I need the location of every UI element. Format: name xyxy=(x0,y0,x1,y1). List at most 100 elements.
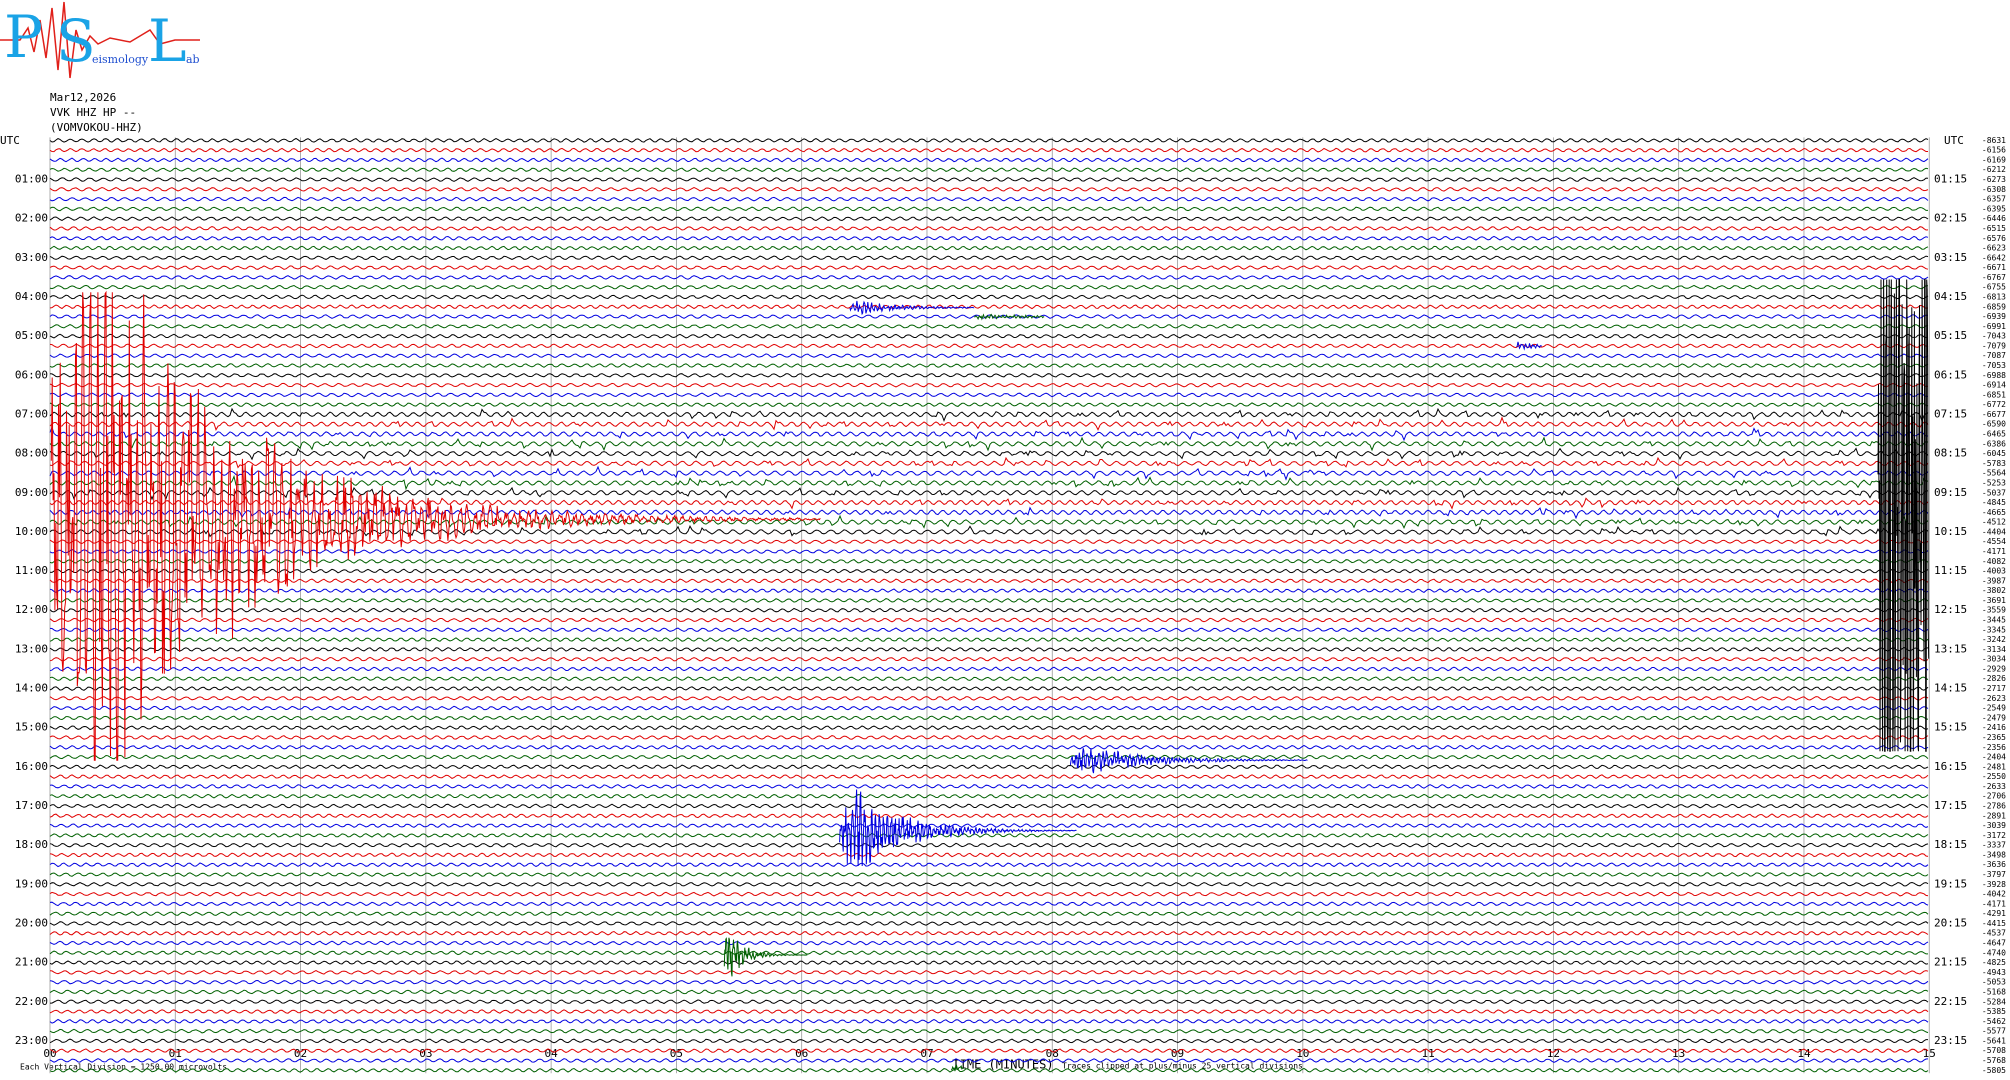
offset-label: -6772 xyxy=(1982,400,2006,409)
quarter-label: 21:15 xyxy=(1934,956,1967,969)
offset-label: -2356 xyxy=(1982,743,2006,752)
offset-label: -3636 xyxy=(1982,860,2006,869)
offset-label: -4943 xyxy=(1982,968,2006,977)
trace xyxy=(49,265,1929,270)
trace xyxy=(49,465,1929,481)
quarter-label: 17:15 xyxy=(1934,799,1967,812)
offset-label: -4404 xyxy=(1982,527,2006,536)
hour-label: 23:00 xyxy=(15,1034,48,1047)
offset-label: -3928 xyxy=(1982,880,2006,889)
hour-label: 17:00 xyxy=(15,799,48,812)
offset-label: -2550 xyxy=(1982,772,2006,781)
offset-label: -5577 xyxy=(1982,1027,2006,1036)
trace xyxy=(49,744,1929,750)
offset-label: -3242 xyxy=(1982,635,2006,644)
quarter-label: 20:15 xyxy=(1934,916,1967,929)
quarter-label: 18:15 xyxy=(1934,838,1967,851)
offset-label: -6914 xyxy=(1982,381,2006,390)
hour-label: 08:00 xyxy=(15,447,48,460)
offset-label: -4415 xyxy=(1982,919,2006,928)
quarter-label: 19:15 xyxy=(1934,877,1967,890)
trace xyxy=(50,999,1929,1005)
trace xyxy=(49,970,1929,975)
hour-label: 07:00 xyxy=(15,407,48,420)
offset-label: -6590 xyxy=(1982,420,2006,429)
trace xyxy=(49,705,1929,711)
hour-label: 16:00 xyxy=(15,760,48,773)
trace xyxy=(49,862,1929,868)
hour-label: 12:00 xyxy=(15,603,48,616)
trace xyxy=(49,245,1929,251)
x-tick-label: 04 xyxy=(545,1047,559,1060)
offset-label: -5284 xyxy=(1982,997,2006,1006)
offset-label: -5168 xyxy=(1982,987,2006,996)
hour-label: 15:00 xyxy=(15,721,48,734)
trace xyxy=(49,940,1929,946)
trace xyxy=(49,275,1929,280)
left-utc: UTC xyxy=(0,134,20,147)
traces xyxy=(49,137,1930,1073)
offset-label: -6386 xyxy=(1982,439,2006,448)
offset-label: -2929 xyxy=(1982,664,2006,673)
offset-label: -4647 xyxy=(1982,939,2006,948)
hour-label: 18:00 xyxy=(15,838,48,851)
trace xyxy=(49,402,1929,408)
x-tick-label: 05 xyxy=(670,1047,683,1060)
hour-label: 19:00 xyxy=(15,877,48,890)
x-tick-label: 01 xyxy=(169,1047,182,1060)
trace xyxy=(49,353,1929,359)
offset-label: -4082 xyxy=(1982,557,2006,566)
trace xyxy=(49,436,1929,452)
x-tick-label: 03 xyxy=(419,1047,432,1060)
trace xyxy=(49,842,1929,848)
event-trace xyxy=(1877,279,1930,752)
x-tick-label: 13 xyxy=(1672,1047,1685,1060)
hour-label: 02:00 xyxy=(15,212,48,225)
offset-label: -6273 xyxy=(1982,175,2006,184)
offset-label: -6465 xyxy=(1982,430,2006,439)
right-utc: UTC xyxy=(1944,134,1964,147)
trace xyxy=(49,426,1929,442)
offset-label: -2365 xyxy=(1982,733,2006,742)
trace xyxy=(49,372,1929,378)
trace xyxy=(49,607,1929,613)
offset-label: -4537 xyxy=(1982,929,2006,938)
trace xyxy=(49,447,1929,461)
offset-label: -6939 xyxy=(1982,312,2006,321)
offset-label: -2717 xyxy=(1982,684,2006,693)
quarter-label: 06:15 xyxy=(1934,368,1967,381)
offset-label: -4171 xyxy=(1982,899,2006,908)
offset-label: -4554 xyxy=(1982,537,2006,546)
trace xyxy=(49,177,1929,182)
logo-letter: P xyxy=(4,3,43,71)
trace xyxy=(49,1018,1929,1024)
offset-label: -8631 xyxy=(1982,136,2006,145)
station: VVK HHZ HP -- xyxy=(50,106,136,119)
offset-label: -5253 xyxy=(1982,478,2006,487)
trace xyxy=(49,196,1929,202)
trace xyxy=(49,715,1929,721)
offset-label: -6671 xyxy=(1982,263,2006,272)
hour-label: 03:00 xyxy=(15,251,48,264)
x-tick-label: 00 xyxy=(43,1047,56,1060)
offset-label: -5037 xyxy=(1982,488,2006,497)
trace xyxy=(49,167,1929,173)
offset-label: -6677 xyxy=(1982,410,2006,419)
quarter-label: 07:15 xyxy=(1934,407,1967,420)
x-tick-label: 06 xyxy=(795,1047,808,1060)
trace xyxy=(49,754,1929,760)
trace xyxy=(49,486,1929,501)
offset-label: -2479 xyxy=(1982,713,2006,722)
trace xyxy=(49,558,1929,564)
offset-label: -3559 xyxy=(1982,606,2006,615)
offset-label: -6576 xyxy=(1982,234,2006,243)
offset-label: -2786 xyxy=(1982,801,2006,810)
trace xyxy=(49,637,1929,643)
x-tick-label: 09 xyxy=(1171,1047,1184,1060)
offset-label: -5053 xyxy=(1982,978,2006,987)
event-trace xyxy=(849,300,975,316)
trace xyxy=(49,989,1929,995)
trace xyxy=(49,216,1929,222)
offset-label: -5783 xyxy=(1982,459,2006,468)
offset-label: -4665 xyxy=(1982,508,2006,517)
